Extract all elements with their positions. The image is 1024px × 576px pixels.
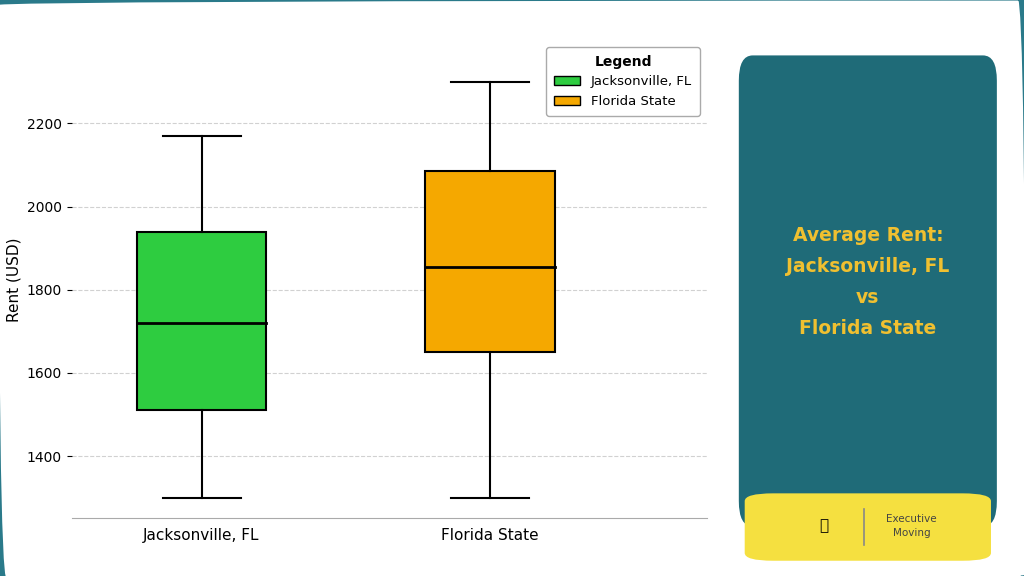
Legend: Jacksonville, FL, Florida State: Jacksonville, FL, Florida State (546, 47, 700, 116)
Text: Average Rent:
Jacksonville, FL
vs
Florida State: Average Rent: Jacksonville, FL vs Florid… (786, 226, 949, 339)
FancyBboxPatch shape (739, 55, 997, 526)
Bar (425, 171, 555, 352)
Text: Executive
Moving: Executive Moving (886, 514, 937, 537)
Bar (136, 232, 266, 410)
Text: 🚛: 🚛 (819, 518, 828, 533)
Y-axis label: Rent (USD): Rent (USD) (6, 237, 22, 321)
FancyBboxPatch shape (744, 493, 991, 561)
